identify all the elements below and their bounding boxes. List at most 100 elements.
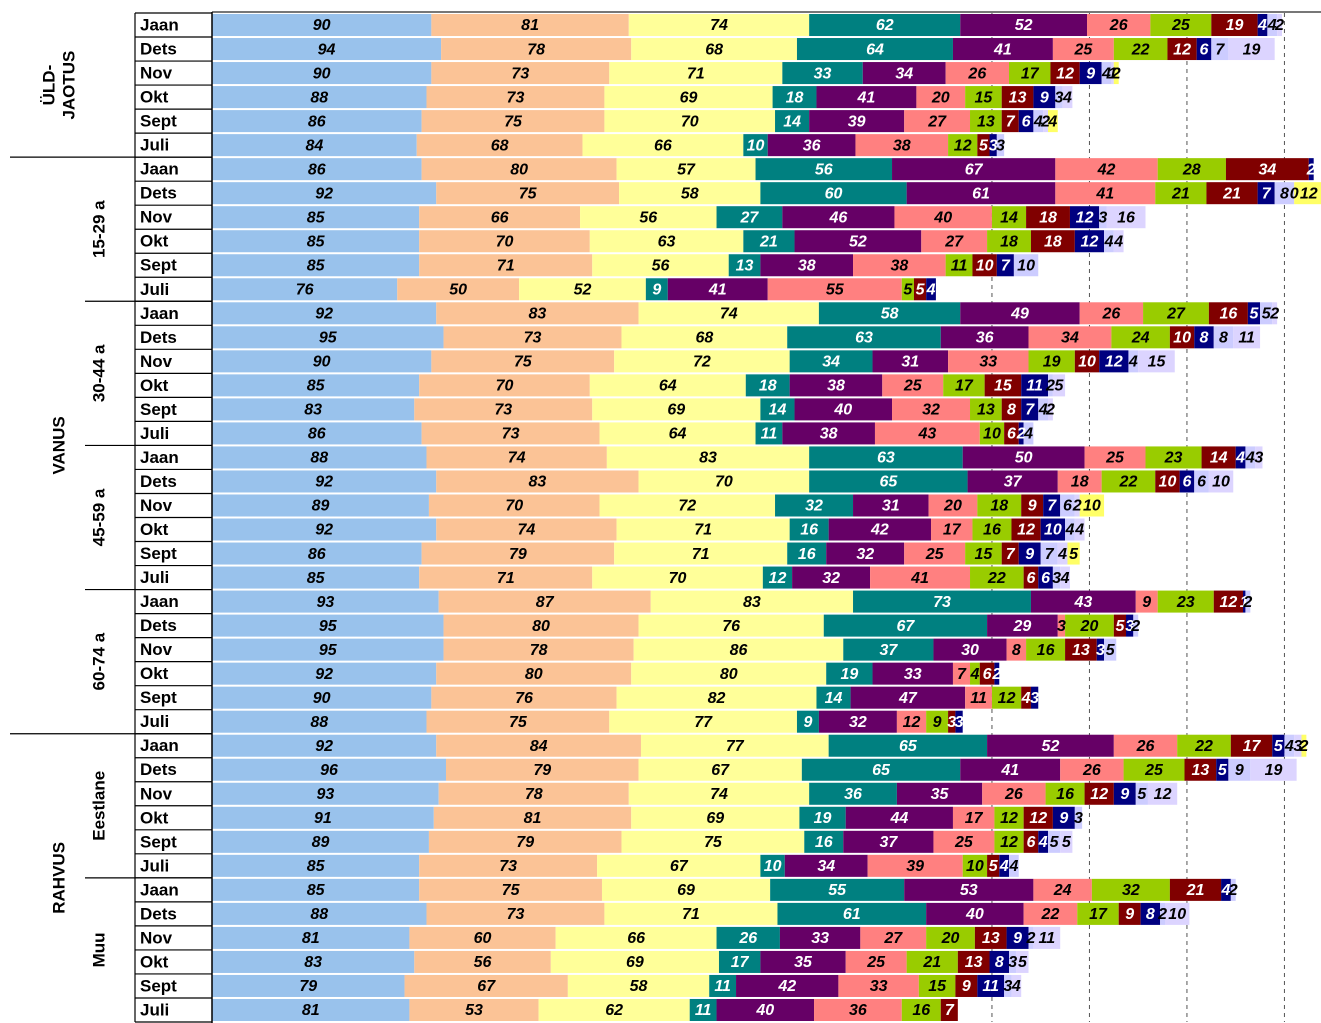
bar-segment	[977, 974, 1005, 997]
bar-segment	[212, 110, 422, 133]
data-label: 11	[1238, 330, 1255, 347]
subgroup-label: 60-74 a	[89, 632, 108, 690]
bar-segment	[1113, 782, 1136, 805]
data-label: 18	[759, 378, 777, 395]
bar-segment	[616, 158, 756, 181]
data-label: 22	[1119, 474, 1138, 491]
data-label: 96	[320, 762, 338, 779]
bar-segment	[604, 110, 776, 133]
row-label: Sept	[140, 688, 177, 707]
data-label: 83	[304, 402, 322, 419]
data-label: 4	[1057, 546, 1067, 563]
data-label: 11	[982, 978, 999, 995]
data-label: 4	[1023, 426, 1033, 443]
bar-segment	[979, 422, 1005, 445]
data-label: 11	[761, 426, 778, 443]
data-label: 12	[1219, 594, 1237, 611]
data-label: 6	[1027, 834, 1036, 851]
bar-segment	[979, 662, 995, 685]
data-label: 85	[307, 209, 326, 226]
data-label: 2	[1045, 402, 1055, 419]
bar-segment	[760, 182, 907, 205]
bar-segment	[421, 422, 600, 445]
bar-segment	[1211, 14, 1258, 37]
data-label: 12	[1173, 41, 1191, 58]
data-label: 13	[982, 930, 1000, 947]
bar-segment	[945, 62, 1010, 85]
data-label: 12	[1000, 810, 1018, 827]
bar-segment	[913, 278, 927, 301]
bar-segment	[414, 950, 551, 973]
data-label: 61	[843, 906, 861, 923]
data-label: 52	[574, 281, 592, 298]
bar-segment	[1055, 86, 1063, 109]
row-label: Juli	[140, 568, 169, 587]
bar-segment	[619, 182, 761, 205]
bar-segment	[870, 566, 971, 589]
subgroup-label: Muu	[89, 932, 108, 967]
data-label: 3	[955, 714, 964, 731]
bar-segment	[996, 134, 1005, 157]
data-label: 21	[1222, 185, 1241, 202]
bar-segment	[760, 854, 785, 877]
bar-segment	[212, 446, 427, 469]
data-label: 4	[999, 858, 1009, 875]
data-label: 22	[1131, 41, 1150, 58]
data-label: 89	[312, 498, 330, 515]
data-label: 92	[315, 474, 333, 491]
data-label: 3	[989, 137, 998, 154]
data-label: 6	[1197, 474, 1206, 491]
bar-segment	[948, 710, 956, 733]
bar-segment	[872, 350, 949, 373]
data-label: 2	[1298, 738, 1308, 755]
data-label: 17	[731, 954, 750, 971]
bar-segment	[614, 350, 790, 373]
data-label: 35	[931, 786, 950, 803]
data-label: 7	[1006, 546, 1016, 563]
data-label: 86	[730, 642, 748, 659]
data-label: 41	[708, 281, 727, 298]
bar-segment	[970, 110, 1002, 133]
data-label: 26	[967, 65, 986, 82]
bar-segment	[421, 158, 617, 181]
bar-segment	[589, 230, 744, 253]
bar-segment	[212, 638, 444, 661]
data-label: 2	[1274, 17, 1284, 34]
bar-segment	[960, 302, 1080, 325]
bar-segment	[1257, 14, 1268, 37]
data-label: 82	[708, 690, 726, 707]
data-label: 18	[990, 498, 1008, 515]
row-label: Dets	[140, 328, 177, 347]
bar-segment	[874, 422, 980, 445]
bar-segment	[1140, 902, 1161, 925]
data-label: 8	[1280, 185, 1289, 202]
bar-segment	[1177, 734, 1231, 757]
bar-segment	[843, 830, 934, 853]
data-label: 77	[726, 738, 745, 755]
row-label: Juli	[140, 280, 169, 299]
data-label: 19	[1243, 41, 1261, 58]
bar-segment	[804, 830, 844, 853]
bar-segment	[519, 278, 646, 301]
bar-segment	[762, 566, 793, 589]
bar-segment	[1155, 182, 1207, 205]
bar-segment	[1118, 902, 1141, 925]
bar-segment	[1113, 614, 1127, 637]
bar-segment	[212, 998, 410, 1021]
data-label: 21	[1186, 882, 1205, 899]
bar-segment	[1135, 782, 1148, 805]
data-label: 32	[856, 546, 874, 563]
data-label: 76	[515, 690, 533, 707]
data-label: 73	[499, 858, 517, 875]
data-label: 7	[1215, 41, 1225, 58]
bar-segment	[1211, 38, 1229, 61]
data-label: 80	[532, 618, 550, 635]
row-label: Okt	[140, 808, 169, 827]
bar-segment	[1023, 902, 1078, 925]
data-label: 19	[840, 666, 858, 683]
bar-segment	[1077, 902, 1119, 925]
bar-segment	[409, 926, 556, 949]
data-label: 78	[525, 786, 543, 803]
data-label: 9	[933, 714, 942, 731]
data-label: 12	[1105, 354, 1123, 371]
